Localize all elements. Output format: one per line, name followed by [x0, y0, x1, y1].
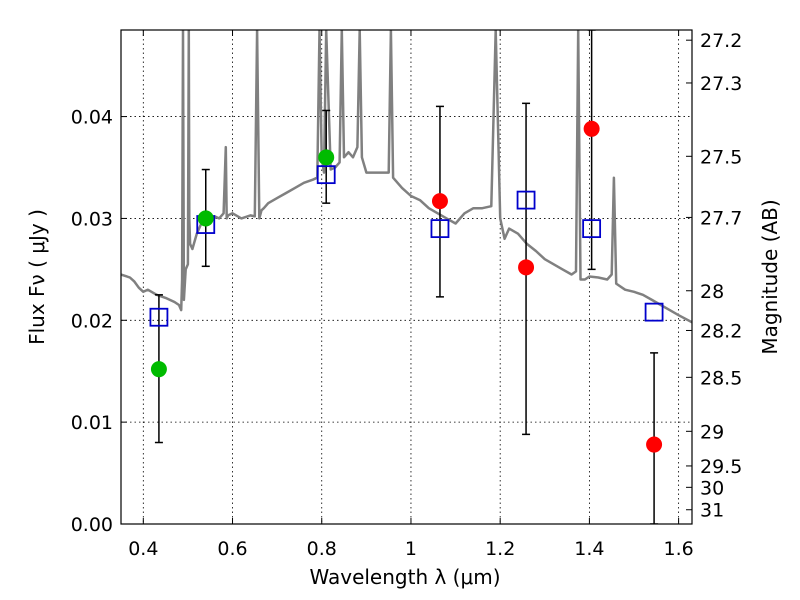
observed-flux-point — [646, 436, 663, 453]
mag-tick-label: 31 — [700, 500, 724, 522]
observed-flux-point — [431, 193, 448, 210]
ticks: 0.4 0.6 0.8 1 1.2 1.4 1.6 0.00 0.01 0.02 0.03 0.04 2… — [71, 30, 742, 560]
observed-flux-point — [150, 361, 167, 378]
y-tick-label: 0.02 — [71, 310, 113, 332]
mag-tick-label: 29 — [700, 421, 724, 443]
mag-tick-label: 27.5 — [700, 146, 742, 168]
mag-tick-label: 28.5 — [700, 367, 742, 389]
mag-tick-label: 29.5 — [700, 456, 742, 478]
mag-tick-label: 30 — [700, 477, 724, 499]
x-label-text: Wavelength λ (μm) — [309, 565, 500, 589]
x-tick-label: 0.8 — [307, 538, 337, 560]
x-tick-label: 1.6 — [664, 538, 694, 560]
mag-tick-label: 27.2 — [700, 30, 742, 52]
mag-tick-label: 27.7 — [700, 207, 742, 229]
model-flux-square — [149, 307, 169, 327]
model-flux-square — [430, 219, 450, 239]
mag-tick-label: 27.3 — [700, 73, 742, 95]
x-axis-label: Wavelength λ (μm) — [309, 565, 500, 589]
observed-flux-point — [318, 149, 335, 166]
model-flux-square — [516, 190, 536, 210]
y-tick-label: 0.04 — [71, 107, 113, 129]
x-tick-label: 1.2 — [485, 538, 515, 560]
x-tick-label: 0.4 — [128, 538, 158, 560]
observed-flux-point — [583, 120, 600, 137]
plot-area — [121, 30, 692, 524]
y-tick-label: 0.01 — [71, 412, 113, 434]
model-flux-square — [582, 219, 602, 239]
y-label-text: Flux Fν ( μJy ) — [25, 209, 49, 345]
x-tick-label: 1.4 — [574, 538, 604, 560]
axes-frame — [120, 29, 693, 525]
model-flux-square — [644, 302, 664, 322]
spectrum-line — [121, 30, 692, 324]
mag-tick-label: 28.2 — [700, 320, 742, 342]
x-tick-label: 1 — [405, 538, 417, 560]
right-label-text: Magnitude (AB) — [758, 199, 782, 354]
model-flux-square — [316, 165, 336, 185]
right-axis-label: Magnitude (AB) — [758, 199, 782, 354]
mag-tick-label: 28 — [700, 281, 724, 303]
y-tick-label: 0.00 — [71, 514, 113, 536]
observed-flux-point — [518, 259, 535, 276]
y-axis-label: Flux Fν ( μJy ) — [25, 209, 49, 345]
observed-flux-point — [197, 210, 214, 227]
y-tick-label: 0.03 — [71, 208, 113, 230]
x-tick-label: 0.6 — [217, 538, 247, 560]
